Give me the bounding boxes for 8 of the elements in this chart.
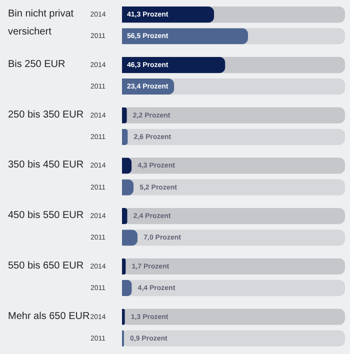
y-tick-label: 250 bis 350 EUR [8,109,84,120]
y-tick-label: Bis 250 EUR [8,58,66,70]
y-tick-label: Bin nicht privat versichert [8,8,74,38]
y-tick-label: 350 bis 450 EUR [8,160,84,171]
bar [122,128,128,146]
y-tick-label: 450 bis 550 EUR [8,210,84,222]
y-tick-label: Mehr als 650 EUR [8,310,90,322]
y-tick-label: 550 bis 650 EUR [8,260,84,272]
